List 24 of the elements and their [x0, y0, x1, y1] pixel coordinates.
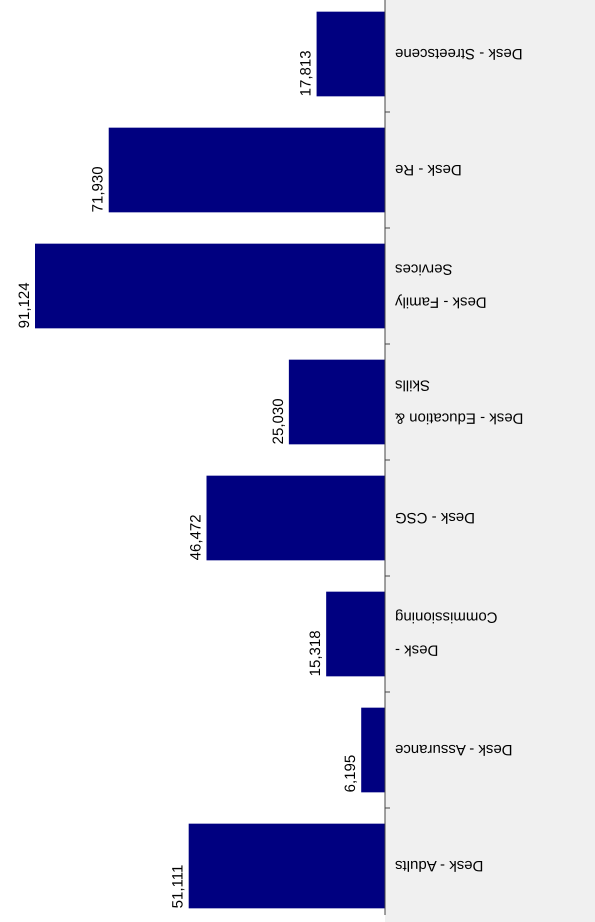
- bar: [316, 12, 385, 96]
- data-label: 25,030: [270, 398, 287, 444]
- data-label: 51,111: [170, 864, 187, 908]
- bar: [288, 360, 385, 444]
- y-tick-label: Desk - Education & Skills: [395, 376, 524, 426]
- data-label: 71,930: [90, 166, 107, 212]
- data-label: 46,472: [188, 514, 205, 560]
- data-label: 6,195: [342, 754, 360, 792]
- data-label: 15,318: [307, 630, 324, 676]
- y-tick-label: Desk - Family Services: [394, 260, 487, 310]
- bar: [326, 592, 385, 676]
- bar: [108, 128, 385, 212]
- y-tick-label: Desk - Assurance: [395, 740, 513, 758]
- y-tick-label: Desk - Adults: [395, 856, 484, 874]
- y-tick-label: Desk - Re: [395, 160, 462, 178]
- bar: [188, 824, 385, 908]
- data-label: 91,124: [16, 282, 33, 328]
- data-label: 17,813: [298, 50, 315, 96]
- y-tick-label: Desk - CSG: [395, 508, 476, 526]
- y-tick-label: Desk - Streetscene: [395, 44, 523, 62]
- bar: [35, 244, 385, 328]
- y-tick-label: Desk - Commissioning: [395, 608, 498, 658]
- bar: [361, 708, 385, 792]
- bar: [206, 476, 385, 560]
